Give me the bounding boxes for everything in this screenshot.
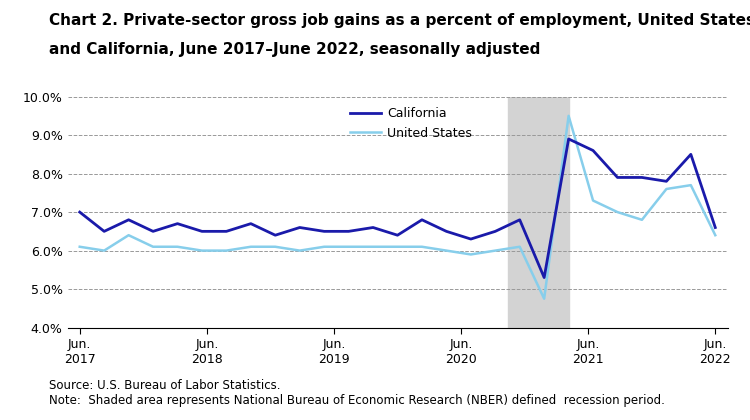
United States (442, 248, 451, 253)
California (662, 179, 671, 184)
Text: Chart 2. Private-sector gross job gains as a percent of employment, United State: Chart 2. Private-sector gross job gains … (49, 13, 750, 28)
United States (638, 217, 646, 222)
United States (173, 244, 182, 249)
California (418, 217, 427, 222)
California (75, 210, 84, 215)
United States (296, 248, 304, 253)
United States (418, 244, 427, 249)
United States (490, 248, 500, 253)
California (589, 148, 598, 153)
United States (75, 244, 84, 249)
California (148, 229, 158, 234)
United States (515, 244, 524, 249)
United States (222, 248, 231, 253)
California (638, 175, 646, 180)
United States (686, 183, 695, 188)
United States (100, 248, 109, 253)
United States (466, 252, 476, 257)
California (711, 225, 720, 230)
United States (589, 198, 598, 203)
California (466, 236, 476, 241)
United States (344, 244, 353, 249)
Line: United States: United States (80, 116, 716, 299)
United States (320, 244, 328, 249)
United States (197, 248, 206, 253)
California (368, 225, 377, 230)
United States (148, 244, 158, 249)
California (222, 229, 231, 234)
United States (246, 244, 255, 249)
California (393, 233, 402, 238)
California (613, 175, 622, 180)
California (515, 217, 524, 222)
California (296, 225, 304, 230)
United States (393, 244, 402, 249)
United States (540, 296, 549, 301)
United States (711, 233, 720, 238)
California (271, 233, 280, 238)
United States (271, 244, 280, 249)
United States (662, 186, 671, 192)
Text: and California, June 2017–June 2022, seasonally adjusted: and California, June 2017–June 2022, sea… (49, 42, 540, 57)
United States (564, 113, 573, 118)
Bar (508, 97, 568, 328)
Text: Source: U.S. Bureau of Labor Statistics.
Note:  Shaded area represents National : Source: U.S. Bureau of Labor Statistics.… (49, 379, 664, 407)
United States (613, 210, 622, 215)
California (490, 229, 500, 234)
California (540, 275, 549, 280)
United States (368, 244, 377, 249)
Line: California: California (80, 139, 716, 278)
California (320, 229, 328, 234)
California (686, 152, 695, 157)
California (564, 136, 573, 142)
California (442, 229, 451, 234)
United States (124, 233, 133, 238)
California (124, 217, 133, 222)
California (173, 221, 182, 226)
Legend: California, United States: California, United States (350, 108, 472, 140)
California (246, 221, 255, 226)
California (344, 229, 353, 234)
California (197, 229, 206, 234)
California (100, 229, 109, 234)
